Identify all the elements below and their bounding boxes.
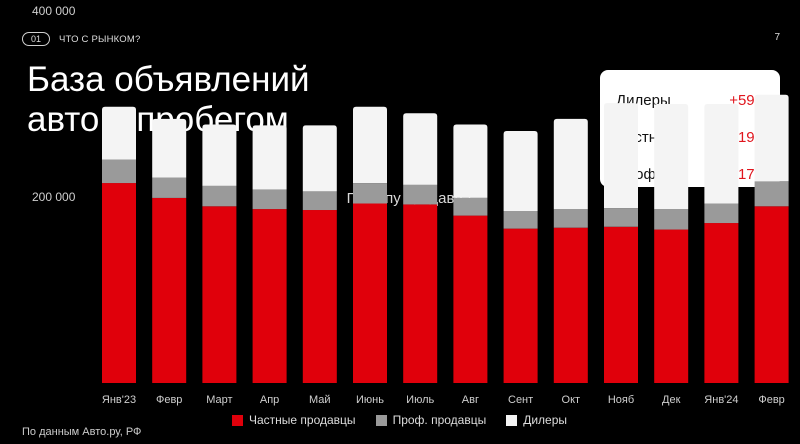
- bar-segment-dealers: [503, 130, 538, 211]
- bar-segment-dealers: [403, 113, 438, 185]
- section-header: 01 ЧТО С РЫНКОМ?: [22, 32, 140, 46]
- x-tick-label: Июнь: [356, 394, 384, 406]
- bar-segment-dealers: [102, 106, 136, 160]
- bar-segment-dealers: [604, 103, 638, 209]
- bar-segment-prof: [754, 181, 789, 207]
- legend-label: Дилеры: [523, 413, 568, 427]
- bar-segment-private: [403, 204, 438, 383]
- legend-item-dealers: Дилеры: [506, 413, 567, 427]
- x-tick-label: Янв'23: [102, 394, 136, 406]
- bar-segment-dealers: [553, 118, 588, 210]
- x-tick-label: Май: [309, 394, 331, 406]
- bar-segment-private: [553, 227, 588, 383]
- bar-segment-dealers: [704, 104, 739, 204]
- bar-segment-private: [604, 226, 638, 383]
- legend-swatch-private: [232, 414, 243, 426]
- bar-segment-dealers: [754, 94, 789, 182]
- bar-segment-dealers: [302, 125, 337, 192]
- bar-segment-prof: [654, 209, 689, 230]
- x-tick-label: Февр: [156, 394, 182, 406]
- chart-legend: Частные продавцы Проф. продавцы Дилеры: [232, 413, 567, 427]
- legend-label: Проф. продавцы: [392, 413, 487, 427]
- bar-segment-dealers: [152, 118, 187, 178]
- bar-segment-private: [202, 206, 237, 383]
- bar-segment-private: [754, 206, 789, 383]
- x-tick-label: Окт: [562, 394, 581, 406]
- bar-segment-prof: [202, 185, 237, 207]
- section-number-badge: 01: [22, 32, 51, 46]
- bar-segment-private: [353, 203, 387, 383]
- y-tick-label: 400 000: [32, 4, 76, 18]
- bar-segment-private: [252, 209, 287, 383]
- bar-segment-private: [453, 215, 488, 383]
- bar-segment-prof: [152, 177, 187, 198]
- bar-segment-prof: [604, 208, 638, 227]
- bar-segment-private: [302, 210, 337, 383]
- legend-item-prof: Проф. продавцы: [375, 413, 487, 427]
- x-tick-label: Янв'24: [704, 394, 738, 406]
- bar-segment-dealers: [353, 106, 387, 184]
- x-tick-label: Февр: [758, 394, 784, 406]
- bar-segment-private: [654, 229, 689, 383]
- x-tick-label: Апр: [260, 394, 279, 406]
- bar-segment-prof: [353, 183, 387, 204]
- y-tick-label: 200 000: [32, 190, 76, 204]
- page-title-line-1: База объявлений: [27, 60, 310, 99]
- legend-item-private: Частные продавцы: [232, 413, 356, 427]
- bar-segment-prof: [403, 184, 438, 205]
- x-tick-label: Сент: [508, 394, 533, 406]
- bar-segment-dealers: [252, 125, 287, 190]
- x-tick-label: Июль: [406, 394, 434, 406]
- bar-segment-prof: [302, 191, 337, 211]
- bar-segment-prof: [102, 159, 136, 184]
- legend-swatch-prof: [375, 414, 387, 426]
- bar-segment-prof: [503, 210, 538, 229]
- bar-segment-private: [152, 197, 187, 383]
- source-note: По данным Авто.ру, РФ: [22, 426, 142, 438]
- bar-segment-private: [503, 228, 538, 383]
- legend-label: Частные продавцы: [249, 413, 356, 427]
- bar-segment-prof: [252, 189, 287, 210]
- bar-segment-private: [704, 223, 739, 383]
- legend-swatch-dealers: [506, 414, 518, 426]
- bar-segment-dealers: [654, 104, 689, 210]
- bar-segment-prof: [704, 203, 739, 224]
- page-number: 7: [774, 32, 780, 43]
- bar-segment-prof: [553, 209, 588, 228]
- page-title: База объявлений авто с пробегом: [27, 60, 310, 140]
- bar-segment-dealers: [453, 124, 488, 198]
- x-tick-label: Авг: [462, 394, 479, 406]
- bar-segment-dealers: [202, 124, 237, 186]
- x-tick-label: Нояб: [608, 394, 634, 406]
- bar-segment-prof: [453, 197, 488, 216]
- x-tick-label: Дек: [662, 394, 681, 406]
- x-tick-label: Март: [206, 394, 232, 406]
- section-label: ЧТО С РЫНКОМ?: [59, 33, 141, 45]
- bar-segment-private: [102, 183, 136, 383]
